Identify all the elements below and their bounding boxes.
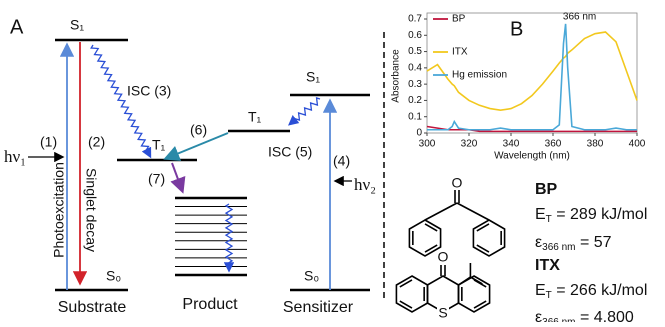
- series-line: [426, 31, 638, 112]
- y-axis-label: Absorbance: [391, 49, 402, 103]
- double-bond: [473, 300, 487, 309]
- bond: [424, 202, 458, 221]
- value-text: = 4,800: [576, 309, 634, 322]
- photon-label: hν₁: [4, 147, 26, 166]
- series-line: [426, 125, 637, 133]
- wavy-arrows: [90, 44, 321, 273]
- value-text: = 289 kJ/mol: [552, 206, 648, 223]
- step-label: (1): [40, 134, 57, 150]
- molecule-name: ITX: [535, 257, 560, 274]
- molecule-name: BP: [535, 181, 558, 198]
- y-tick-label: 0.3: [408, 79, 422, 90]
- arrow: [170, 162, 186, 194]
- wavy-arrow: [288, 97, 321, 126]
- subscript: 366 nm: [542, 242, 575, 253]
- symbol: E: [535, 206, 546, 223]
- process-label: Singlet decay: [83, 168, 99, 252]
- x-tick-label: 400: [629, 139, 646, 150]
- absorbance-chart: B 0 0.1 0.2 0.3 0.4 0.5 0.6 0.7 300 320 340 360 380 4…: [391, 12, 646, 162]
- x-tick-label: 380: [587, 139, 604, 150]
- species-label: Product: [182, 296, 238, 313]
- atom-bg: [437, 306, 449, 320]
- species-label: Substrate: [58, 299, 127, 316]
- property: ET = 289 kJ/mol: [535, 206, 647, 224]
- jablonski-diagram: A S₁ S₀ T₁ ISC (3) (1) hν₁ (2) Photoexci…: [4, 16, 376, 316]
- atom: S: [438, 305, 447, 321]
- x-tick-label: 360: [545, 139, 562, 150]
- annotation: 366 nm: [563, 12, 596, 23]
- ring: [472, 219, 506, 257]
- series-line: [427, 23, 637, 131]
- species-label: Sensitizer: [283, 299, 354, 316]
- ring: [395, 275, 429, 313]
- y-tick-label: 0.7: [408, 14, 422, 25]
- symbol: ε: [535, 234, 542, 251]
- property: ε366 nm = 57: [535, 234, 612, 252]
- panel-label: A: [10, 16, 24, 38]
- step-label: ISC (5): [268, 144, 312, 160]
- y-tick-label: 0.1: [408, 111, 422, 122]
- bond: [456, 202, 490, 221]
- atom: O: [452, 175, 463, 191]
- photon-label: hν₂: [354, 175, 376, 194]
- x-tick-label: 340: [503, 139, 520, 150]
- product-levels: [175, 196, 247, 277]
- bond: [457, 276, 471, 286]
- y-tick-label: 0.4: [408, 62, 422, 73]
- state-label: S₁: [306, 69, 320, 85]
- bond: [470, 276, 483, 285]
- state-label: T₁: [248, 109, 262, 125]
- property: ET = 266 kJ/mol: [535, 282, 647, 300]
- x-tick-label: 300: [419, 139, 436, 150]
- subscript: T: [546, 290, 552, 301]
- double-bond: [399, 300, 413, 309]
- double-bond: [424, 223, 438, 232]
- legend-label: ITX: [452, 47, 468, 58]
- ring: [408, 219, 442, 257]
- double-bond: [476, 223, 490, 232]
- property: ε366 nm = 4,800: [535, 309, 634, 322]
- plot-frame: [426, 12, 638, 134]
- arrow: [163, 132, 229, 161]
- step-label: ISC (3): [127, 83, 171, 99]
- value-text: = 266 kJ/mol: [552, 282, 648, 299]
- panel-label: B: [510, 18, 523, 40]
- subscript: 366 nm: [542, 317, 575, 322]
- step-label: (6): [190, 122, 207, 138]
- state-label: S₁: [70, 17, 84, 33]
- y-tick-label: 0: [416, 128, 422, 139]
- y-tick-label: 0.2: [408, 95, 422, 106]
- double-bond: [476, 244, 490, 253]
- state-label: S₀: [106, 268, 121, 284]
- wavy-arrow: [223, 203, 235, 273]
- process-label: Photoexcitation: [51, 162, 67, 258]
- y-tick-label: 0.6: [408, 30, 422, 41]
- symbol: E: [535, 282, 546, 299]
- double-bond: [424, 244, 438, 253]
- state-label: S₀: [304, 268, 319, 284]
- wavy-arrow: [90, 44, 152, 159]
- symbol: ε: [535, 309, 542, 322]
- legend-label: Hg emission: [452, 70, 507, 81]
- x-axis-label: Wavelength (nm): [494, 151, 570, 162]
- atom: O: [438, 249, 449, 265]
- step-label: (4): [333, 153, 350, 169]
- double-bond: [399, 279, 413, 288]
- state-label: T₁: [152, 137, 166, 153]
- y-tick-label: 0.5: [408, 46, 422, 57]
- step-label: (7): [148, 171, 165, 187]
- value-text: = 57: [576, 234, 612, 251]
- step-label: (2): [88, 134, 105, 150]
- legend-label: BP: [452, 14, 466, 25]
- subscript: T: [546, 214, 552, 225]
- x-tick-label: 320: [461, 139, 478, 150]
